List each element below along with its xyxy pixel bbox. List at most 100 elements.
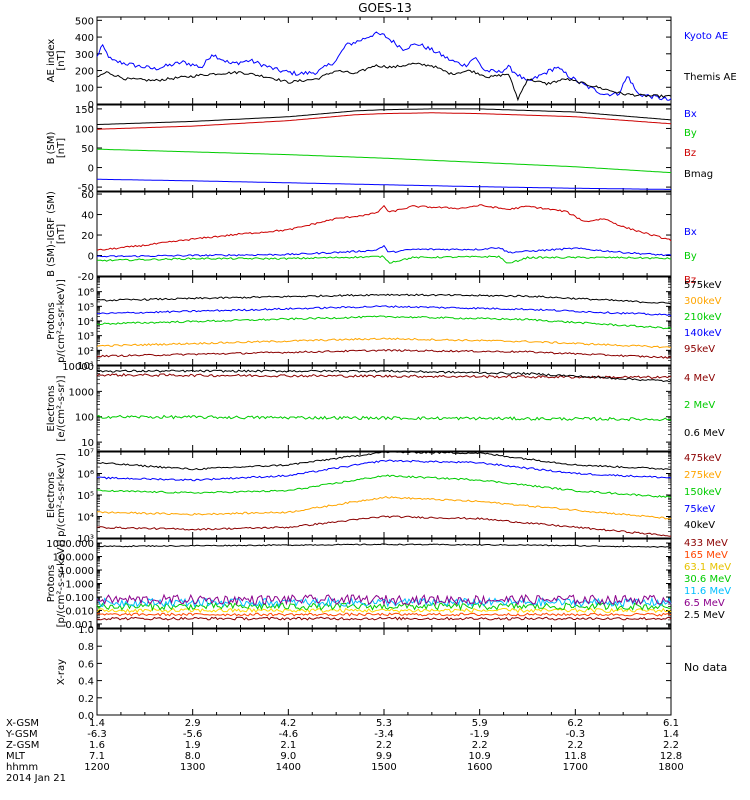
legend-label-prot_mev: 6.5 MeV	[684, 598, 725, 609]
series-line-prot_mev-0	[96, 616, 672, 621]
time-axis-tick-label: 9.0	[280, 751, 296, 762]
time-axis-tick-label: 1.4	[89, 718, 105, 729]
y-axis-label-prot: Protonsp/(cm²-s-sr-keV)]	[46, 279, 67, 363]
y-tick-label-prot: 10²	[77, 346, 94, 357]
time-axis-tick-label: -6.3	[87, 729, 107, 740]
series-line-prot_mev-5	[96, 593, 672, 607]
legend-label-prot_mev: 30.6 MeV	[684, 574, 731, 585]
y-tick-label-bres: 0	[88, 252, 94, 263]
y-axis-label-bres: B (SM)-IGRF (SM)[nT]	[46, 191, 67, 277]
time-axis-tick-label: 10.9	[469, 751, 491, 762]
time-axis-tick-label: 7.1	[89, 751, 105, 762]
y-axis-label-line: [nT]	[56, 50, 67, 70]
time-axis-tick-label: -3.4	[374, 729, 394, 740]
legend-label-prot_mev: 165 MeV	[684, 550, 728, 561]
time-axis-tick-label: 2.1	[280, 740, 296, 751]
y-axis-label-line: Protons	[46, 302, 57, 339]
y-axis-label-line: [nT]	[56, 138, 67, 158]
y-axis-label-line: Electrons	[46, 385, 57, 431]
panel-frame-xray	[96, 628, 672, 716]
y-axis-label-elec_mev: Electrons[e/(cm²-s-sr)]	[46, 375, 67, 441]
time-axis-tick-label: -1.9	[470, 729, 490, 740]
time-axis-tick-label: 4.2	[280, 718, 296, 729]
legend-label-prot: 95keV	[684, 344, 715, 355]
y-tick-label-bres: 60	[81, 190, 94, 201]
y-tick-label-prot: 10⁴	[77, 317, 94, 328]
y-axis-label-line: B (SM)-IGRF (SM)	[46, 191, 57, 277]
time-axis-tick-label: 1700	[563, 762, 588, 773]
y-tick-label-bsm: 50	[81, 144, 94, 155]
y-tick-label-bres: 20	[81, 231, 94, 242]
time-axis-tick-label: 9.9	[376, 751, 392, 762]
y-tick-label-elec_kev: 10⁴	[77, 513, 94, 524]
time-axis-tick-label: 1300	[180, 762, 205, 773]
time-axis-tick-label: 1.4	[663, 729, 679, 740]
series-line-prot_mev-2	[96, 607, 672, 614]
series-line-elec_kev-1	[96, 496, 672, 520]
y-axis-label-line: p/(cm²-s-sr-keV)]	[56, 453, 67, 537]
y-tick-label-elec_mev: 10000	[62, 362, 94, 373]
y-tick-label-prot_mev: 1000.000	[46, 539, 94, 550]
series-line-elec_kev-0	[96, 515, 672, 537]
time-axis-tick-label: -0.3	[566, 729, 586, 740]
time-axis-tick-label: 1.6	[89, 740, 105, 751]
panel-frame-prot	[96, 276, 672, 366]
legend-label-bsm: By	[684, 128, 697, 139]
y-tick-label-ae: 300	[75, 50, 94, 61]
series-line-bres-0	[96, 244, 672, 258]
y-tick-label-prot_mev: 100.000	[53, 553, 94, 564]
legend-label-elec_mev: 2 MeV	[684, 400, 715, 411]
y-tick-label-prot_mev: 10.000	[59, 566, 94, 577]
y-tick-label-bres: 40	[81, 211, 94, 222]
time-axis-tick-label: 1400	[276, 762, 301, 773]
time-axis-tick-label: 1600	[467, 762, 492, 773]
legend-label-bsm: Bx	[684, 109, 697, 120]
y-axis-label-line: [e/(cm²-s-sr)]	[56, 375, 67, 441]
y-tick-label-elec_kev: 10⁵	[77, 491, 94, 502]
series-line-elec_mev-0	[96, 373, 672, 380]
y-tick-label-prot_mev: 0.001	[65, 620, 94, 631]
legend-label-elec_mev: 4 MeV	[684, 373, 715, 384]
time-axis-tick-label: 1200	[84, 762, 109, 773]
y-tick-label-prot_mev: 0.100	[65, 593, 94, 604]
series-line-bres-2	[96, 204, 672, 251]
series-line-prot-0	[96, 293, 672, 305]
y-tick-label-prot: 10⁵	[77, 302, 94, 313]
time-axis-row-label: Z-GSM	[6, 740, 39, 751]
time-axis-tick-label: 2.2	[376, 740, 392, 751]
y-tick-label-elec_kev: 10⁶	[77, 470, 94, 481]
y-tick-label-bsm: 100	[75, 124, 94, 135]
panel-frame-bres	[96, 191, 672, 277]
legend-label-prot_mev: 11.6 MeV	[684, 586, 731, 597]
y-tick-label-prot: 10³	[77, 332, 94, 343]
y-tick-label-xray: 0.6	[78, 659, 94, 670]
legend-label-elec_kev: 75keV	[684, 504, 715, 515]
series-line-elec_mev-1	[96, 414, 672, 422]
y-axis-label-line: Protons	[46, 565, 57, 602]
y-tick-label-ae: 200	[75, 67, 94, 78]
y-axis-label-elec_kev: Electronsp/(cm²-s-sr-keV)]	[46, 453, 67, 537]
time-axis-date-label: 2014 Jan 21	[6, 773, 66, 784]
y-tick-label-xray: 0.8	[78, 642, 94, 653]
legend-label-bsm: Bmag	[684, 169, 713, 180]
series-line-prot-1	[96, 337, 672, 349]
y-tick-label-ae: 500	[75, 16, 94, 27]
legend-label-prot_mev: 63.1 MeV	[684, 562, 731, 573]
legend-label-ae: Kyoto AE	[684, 31, 728, 42]
legend-label-elec_kev: 475keV	[684, 453, 722, 464]
y-axis-label-line: B (SM)	[46, 131, 57, 164]
time-axis-tick-label: -4.6	[279, 729, 299, 740]
panel-frame-elec_mev	[96, 365, 672, 452]
y-axis-label-line: AE index	[46, 39, 57, 83]
legend-label-prot: 300keV	[684, 296, 722, 307]
y-tick-label-prot: 10⁶	[77, 288, 94, 299]
y-axis-label-line: p/(cm²-s-sr-keV)]	[56, 279, 67, 363]
y-tick-label-elec_mev: 100	[75, 413, 94, 424]
time-axis-tick-label: 1800	[658, 762, 683, 773]
legend-label-bres: Bz	[684, 275, 696, 286]
legend-label-ae: Themis AE	[683, 72, 737, 83]
series-line-bres-1	[97, 255, 672, 264]
series-line-elec_kev-3	[96, 459, 672, 482]
series-line-bsm-1	[97, 148, 672, 174]
time-axis-tick-label: 5.9	[472, 718, 488, 729]
